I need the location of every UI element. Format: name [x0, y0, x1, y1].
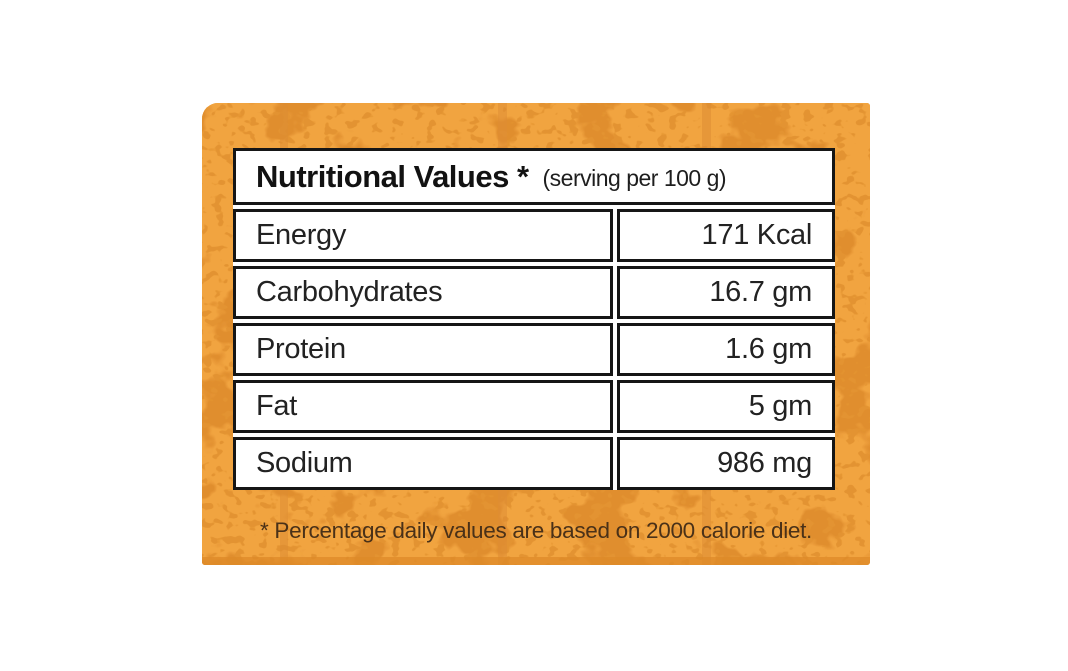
table-title: Nutritional Values * — [256, 158, 529, 194]
orange-label-panel: Nutritional Values * (serving per 100 g)… — [202, 103, 870, 565]
row-value: 171 Kcal — [617, 209, 835, 262]
row-value: 5 gm — [617, 380, 835, 433]
row-value: 1.6 gm — [617, 323, 835, 376]
table-row: Energy 171 Kcal — [233, 209, 835, 262]
row-label: Sodium — [233, 437, 613, 490]
row-value: 986 mg — [617, 437, 835, 490]
row-label: Fat — [233, 380, 613, 433]
table-row: Sodium 986 mg — [233, 437, 835, 490]
table-row: Protein 1.6 gm — [233, 323, 835, 376]
nutrition-table: Nutritional Values * (serving per 100 g)… — [233, 148, 835, 490]
table-row: Fat 5 gm — [233, 380, 835, 433]
row-label: Energy — [233, 209, 613, 262]
table-row: Carbohydrates 16.7 gm — [233, 266, 835, 319]
row-label: Protein — [233, 323, 613, 376]
row-label: Carbohydrates — [233, 266, 613, 319]
daily-value-footnote: * Percentage daily values are based on 2… — [259, 518, 813, 543]
table-header-row: Nutritional Values * (serving per 100 g) — [233, 148, 835, 205]
row-value: 16.7 gm — [617, 266, 835, 319]
serving-size-note: (serving per 100 g) — [542, 165, 727, 191]
